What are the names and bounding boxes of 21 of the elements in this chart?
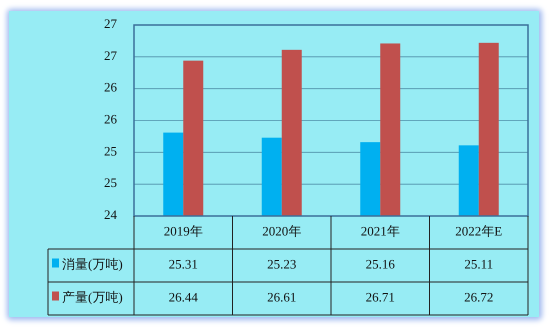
data-label: 26.61 <box>267 289 296 304</box>
y-tick-label: 26 <box>104 111 118 126</box>
data-label: 26.72 <box>464 289 494 304</box>
y-tick-label: 27 <box>104 16 118 31</box>
data-label: 25.23 <box>267 256 296 272</box>
x-tick-label: 2021年 <box>360 223 400 238</box>
y-tick-label: 24 <box>104 206 118 222</box>
data-label: 26.71 <box>366 289 395 304</box>
x-tick-label: 2020年 <box>262 223 302 238</box>
y-tick-label: 26 <box>104 80 118 95</box>
x-tick-label: 2022年E <box>455 223 502 238</box>
data-label: 25.16 <box>366 256 396 272</box>
y-tick-label: 25 <box>104 143 117 158</box>
data-label: 25.31 <box>168 256 198 272</box>
y-tick-label: 27 <box>104 48 118 63</box>
y-tick-label: 25 <box>104 175 117 190</box>
legend-label: 消量(万吨) <box>62 256 123 272</box>
data-label: 26.44 <box>168 289 198 304</box>
data-label: 25.11 <box>464 256 494 272</box>
x-tick-label: 2019年 <box>164 223 203 238</box>
legend-label: 产量(万吨) <box>62 289 123 304</box>
